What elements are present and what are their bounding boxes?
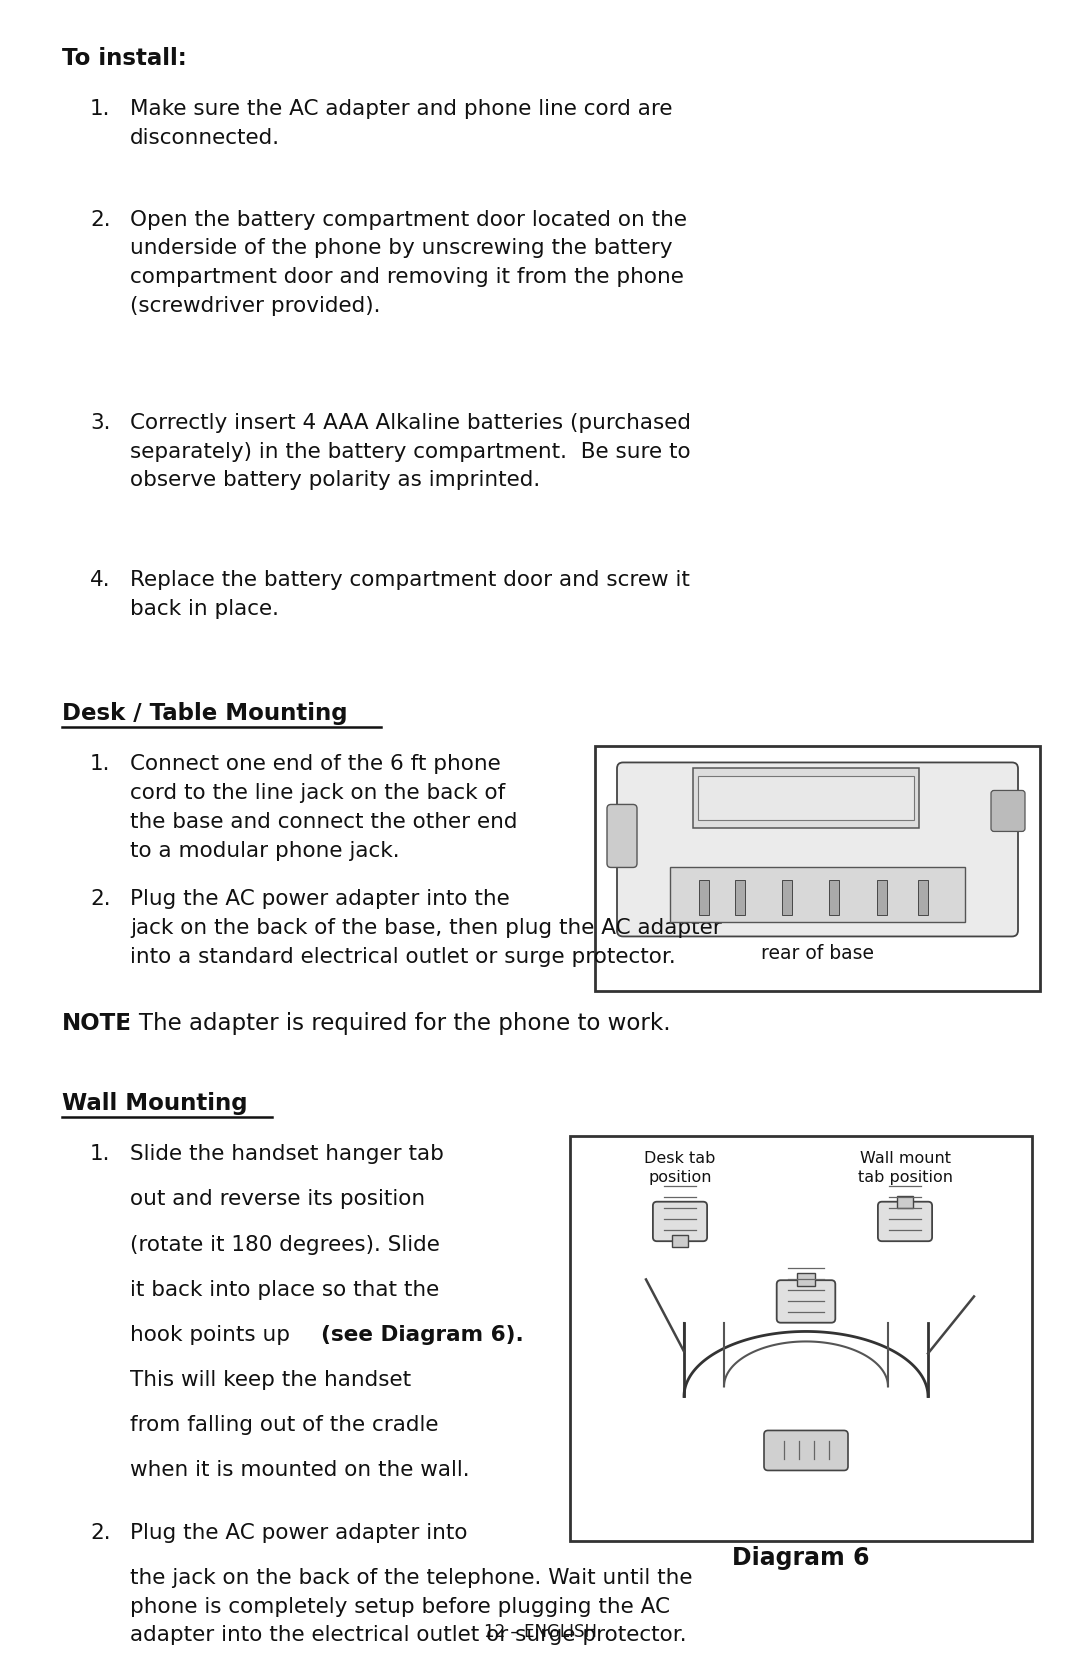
Text: Diagram 6: Diagram 6 — [732, 1547, 869, 1571]
Text: the jack on the back of the telephone. Wait until the
phone is completely setup : the jack on the back of the telephone. W… — [130, 1567, 692, 1646]
Text: it back into place so that the: it back into place so that the — [130, 1280, 440, 1300]
Text: This will keep the handset: This will keep the handset — [130, 1370, 411, 1390]
FancyBboxPatch shape — [764, 1430, 848, 1470]
Text: Slide the handset hanger tab: Slide the handset hanger tab — [130, 1145, 444, 1165]
Text: 3.: 3. — [90, 412, 110, 432]
Text: 12 – ENGLISH: 12 – ENGLISH — [484, 1622, 596, 1641]
Text: from falling out of the cradle: from falling out of the cradle — [130, 1415, 438, 1435]
Text: Desk / Table Mounting: Desk / Table Mounting — [62, 703, 348, 726]
FancyBboxPatch shape — [991, 791, 1025, 831]
Bar — [797, 1273, 814, 1287]
Text: rear of base: rear of base — [761, 945, 874, 963]
Text: Make sure the AC adapter and phone line cord are
disconnected.: Make sure the AC adapter and phone line … — [130, 98, 673, 149]
Bar — [672, 1235, 688, 1247]
Text: NOTE: NOTE — [62, 1013, 132, 1035]
Text: Wall Mounting: Wall Mounting — [62, 1093, 247, 1115]
Text: 2.: 2. — [90, 1522, 110, 1542]
Text: when it is mounted on the wall.: when it is mounted on the wall. — [130, 1460, 470, 1480]
Bar — [698, 776, 914, 821]
Text: Open the battery compartment door located on the
underside of the phone by unscr: Open the battery compartment door locate… — [130, 210, 687, 315]
Text: out and reverse its position: out and reverse its position — [130, 1190, 426, 1210]
Bar — [595, 746, 1040, 991]
Text: Plug the AC power adapter into the
jack on the back of the base, then plug the A: Plug the AC power adapter into the jack … — [130, 890, 721, 966]
Text: 2.: 2. — [90, 210, 110, 230]
Text: Plug the AC power adapter into: Plug the AC power adapter into — [130, 1522, 468, 1542]
Bar — [570, 1137, 1032, 1542]
Text: 1.: 1. — [90, 754, 110, 774]
FancyBboxPatch shape — [878, 1202, 932, 1242]
Text: Desk tab
position: Desk tab position — [645, 1152, 716, 1185]
Bar — [877, 881, 887, 916]
Bar — [918, 881, 928, 916]
FancyBboxPatch shape — [777, 1280, 835, 1324]
Bar — [670, 868, 966, 923]
Bar — [693, 768, 919, 828]
Bar — [734, 881, 745, 916]
Bar — [699, 881, 710, 916]
Text: 1.: 1. — [90, 1145, 110, 1165]
Bar — [897, 1197, 913, 1208]
Text: (rotate it 180 degrees). Slide: (rotate it 180 degrees). Slide — [130, 1235, 440, 1255]
Text: (see Diagram 6).: (see Diagram 6). — [321, 1325, 524, 1345]
Text: To install:: To install: — [62, 47, 187, 70]
Text: hook points up: hook points up — [130, 1325, 297, 1345]
Text: 2.: 2. — [90, 890, 110, 910]
Bar — [829, 881, 839, 916]
Text: : The adapter is required for the phone to work.: : The adapter is required for the phone … — [124, 1013, 671, 1035]
Bar — [782, 881, 792, 916]
Text: Connect one end of the 6 ft phone
cord to the line jack on the back of
the base : Connect one end of the 6 ft phone cord t… — [130, 754, 517, 861]
FancyBboxPatch shape — [607, 804, 637, 868]
FancyBboxPatch shape — [617, 763, 1018, 936]
Text: 1.: 1. — [90, 98, 110, 118]
Text: Wall mount
tab position: Wall mount tab position — [858, 1152, 953, 1185]
Text: Replace the battery compartment door and screw it
back in place.: Replace the battery compartment door and… — [130, 569, 690, 619]
Text: 4.: 4. — [90, 569, 110, 589]
FancyBboxPatch shape — [653, 1202, 707, 1242]
Text: Correctly insert 4 AAA Alkaline batteries (purchased
separately) in the battery : Correctly insert 4 AAA Alkaline batterie… — [130, 412, 691, 491]
